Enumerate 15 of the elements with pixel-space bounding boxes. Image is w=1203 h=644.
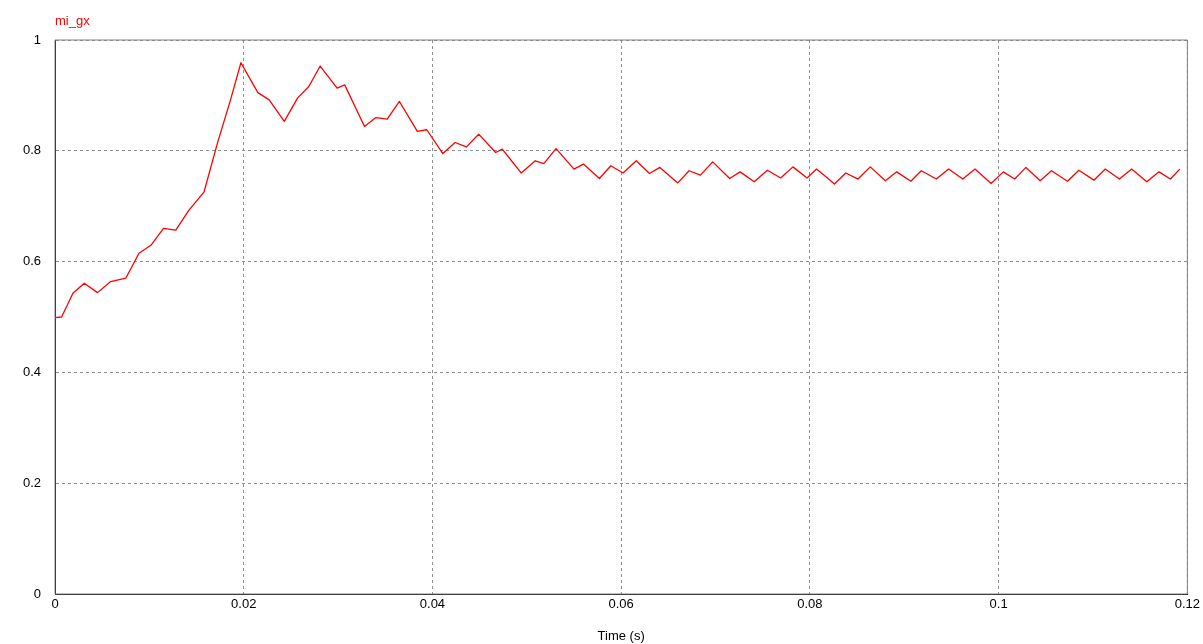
x-tick-label: 0.02 [231,596,257,612]
y-tick-label: 0 [33,585,41,601]
x-tick-label: 0.1 [989,596,1008,612]
x-tick-label: 0 [51,596,59,612]
x-tick-label: 0.06 [608,596,634,612]
x-axis-title: Time (s) [597,627,645,643]
x-tick-label: 0.04 [419,596,446,612]
y-tick-label: 0.6 [22,253,41,269]
x-tick-label: 0.12 [1174,596,1201,612]
y-tick-label: 0.8 [22,142,41,158]
y-tick-label: 0.2 [22,474,41,490]
y-tick-label: 1 [33,31,41,47]
y-tick-label: 0.4 [22,363,41,379]
text: mi_gx [55,13,91,29]
x-tick-label: 0.08 [797,596,823,612]
